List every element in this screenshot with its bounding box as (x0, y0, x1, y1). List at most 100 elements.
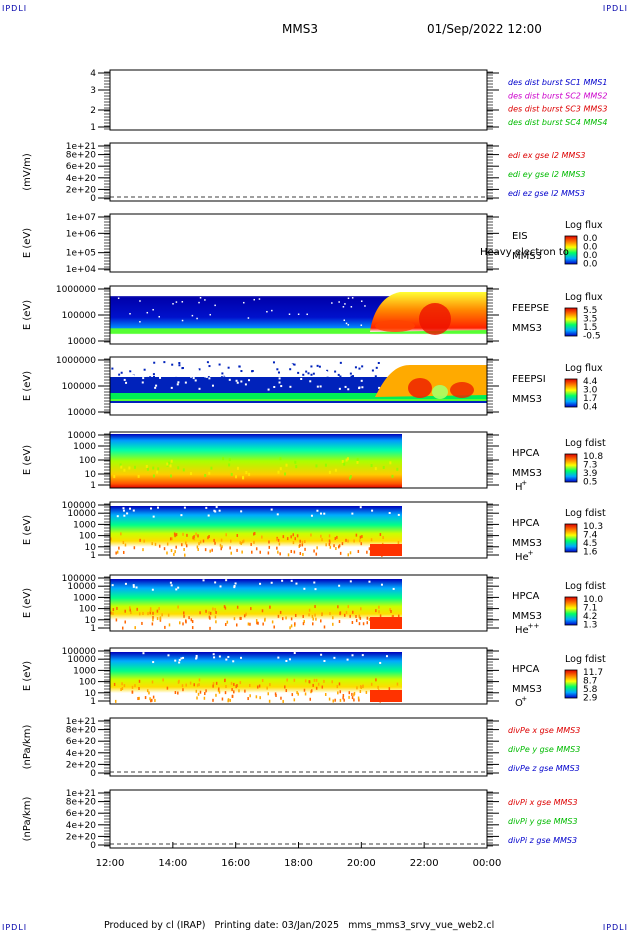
spectrogram-pixel (348, 476, 351, 480)
spectrogram-pixel (301, 543, 304, 547)
sparse-pixel (289, 368, 292, 371)
spectrogram-pixel (121, 626, 124, 630)
spectrogram-pixel (360, 607, 362, 611)
spectrogram-pixel (174, 691, 177, 695)
sparse-pixel (361, 386, 364, 389)
colorbar-value: 2.9 (583, 694, 598, 704)
sparse-pixel (139, 321, 141, 323)
sparse-pixel (138, 380, 141, 383)
sparse-pixel (340, 373, 343, 376)
sparse-pixel (126, 387, 129, 390)
spectrogram-gap-pixel (123, 514, 126, 517)
sparse-pixel (218, 363, 221, 366)
y-tick-label: 4 (90, 69, 96, 79)
sparse-pixel (244, 383, 247, 386)
sparse-pixel (350, 375, 353, 378)
spectrogram-pixel (129, 606, 131, 610)
sparse-pixel (272, 361, 275, 364)
legend-entry: edi ey gse l2 MMS3 (508, 170, 586, 179)
spectrogram-pixel (171, 537, 173, 541)
spectrogram-gap-pixel (290, 579, 293, 582)
spectrogram-gap-pixel (111, 584, 114, 587)
spectrogram-pixel (310, 689, 313, 693)
y-tick-label: 0 (90, 841, 96, 851)
sparse-pixel (192, 377, 195, 380)
spectrogram-pixel (230, 681, 233, 685)
spectrogram-pixel (128, 466, 131, 470)
spectrogram-pixel (347, 605, 350, 609)
spectrogram-pixel (355, 615, 357, 619)
spectrogram-pixel (136, 607, 138, 611)
spectrogram-pixel (124, 620, 126, 624)
spectrogram-pixel (299, 551, 302, 555)
y-tick-label: 8e+20 (66, 798, 97, 808)
colorbar-value: 1.5 (583, 323, 597, 333)
sparse-pixel (285, 361, 288, 364)
footer-left-corner: IPDLI (2, 923, 28, 932)
sparse-pixel (158, 315, 161, 318)
spectrogram-pixel (312, 622, 314, 626)
colorbar-value: 4.2 (583, 612, 597, 622)
spectrogram-pixel (148, 691, 150, 695)
spectrogram-gap-pixel (122, 509, 125, 512)
spectrogram-pixel (208, 535, 210, 539)
footer-right-corner: IPDLI (602, 923, 628, 932)
sparse-pixel (164, 363, 167, 366)
y-tick-label: 1 (90, 551, 96, 561)
sparse-pixel (199, 297, 202, 299)
sparse-pixel (205, 362, 208, 365)
spectrogram-gap-pixel (333, 656, 336, 659)
spacecraft-label: MMS3 (512, 468, 542, 479)
spectrogram-pixel (205, 609, 207, 613)
spectrogram-pixel (269, 683, 271, 687)
sparse-pixel (188, 365, 191, 368)
spectrogram-pixel (146, 467, 149, 471)
spectrogram-pixel (124, 609, 126, 613)
spectrogram-pixel (239, 681, 242, 685)
legend-entry: divPe x gse MMS3 (508, 726, 580, 735)
spectrogram-pixel (342, 693, 345, 697)
spectrogram-pixel (320, 534, 322, 538)
spectrogram-gap-pixel (371, 509, 374, 512)
sparse-pixel (118, 373, 121, 376)
instrument-label: HPCA (512, 448, 540, 459)
sparse-pixel (171, 363, 174, 366)
spectrogram-gap-pixel (313, 581, 316, 584)
sparse-pixel (300, 377, 303, 380)
species-label: H (515, 482, 523, 493)
sparse-pixel (151, 382, 154, 385)
spectrogram-pixel (351, 620, 354, 624)
legend-entry: divPi z gse MMS3 (508, 836, 577, 845)
spectrogram-pixel (248, 472, 251, 476)
spectrogram-gap-pixel (169, 581, 172, 584)
sparse-pixel (214, 304, 216, 307)
spectrogram-gap-pixel (132, 584, 135, 587)
spectrogram-pixel (332, 699, 334, 703)
colorbar-title: Log flux (565, 292, 603, 303)
y-tick-label: 10000 (67, 408, 96, 418)
y-axis-label: E (eV) (22, 588, 33, 618)
legend-entry: edi ez gse l2 MMS3 (508, 189, 585, 198)
spectrogram-gap-pixel (195, 656, 198, 659)
y-tick-label: 10000 (67, 509, 96, 519)
sparse-pixel (227, 366, 230, 369)
legend-entry: divPe z gse MMS3 (508, 764, 580, 773)
spectrogram-pixel (285, 616, 287, 620)
spectrogram-gap-pixel (359, 506, 362, 509)
y-axis-label: E (eV) (22, 300, 33, 330)
spectrogram-pixel (349, 475, 352, 479)
sparse-pixel (178, 386, 181, 389)
spectrogram-pixel (268, 699, 271, 703)
hot-core (450, 382, 474, 398)
page-datetime: 01/Sep/2022 12:00 (427, 22, 542, 36)
sparse-pixel (348, 374, 351, 377)
spectrogram-pixel (202, 539, 205, 543)
spectrogram-gap-pixel (388, 512, 391, 515)
sparse-pixel (360, 300, 363, 302)
y-tick-label: 10000 (67, 337, 96, 347)
spectrogram-pixel (183, 611, 185, 615)
spectrogram-pixel (334, 468, 337, 472)
spectrogram-pixel (236, 534, 239, 538)
spacecraft-label: MMS3 (512, 538, 542, 549)
spectrogram-gap-pixel (320, 653, 323, 656)
